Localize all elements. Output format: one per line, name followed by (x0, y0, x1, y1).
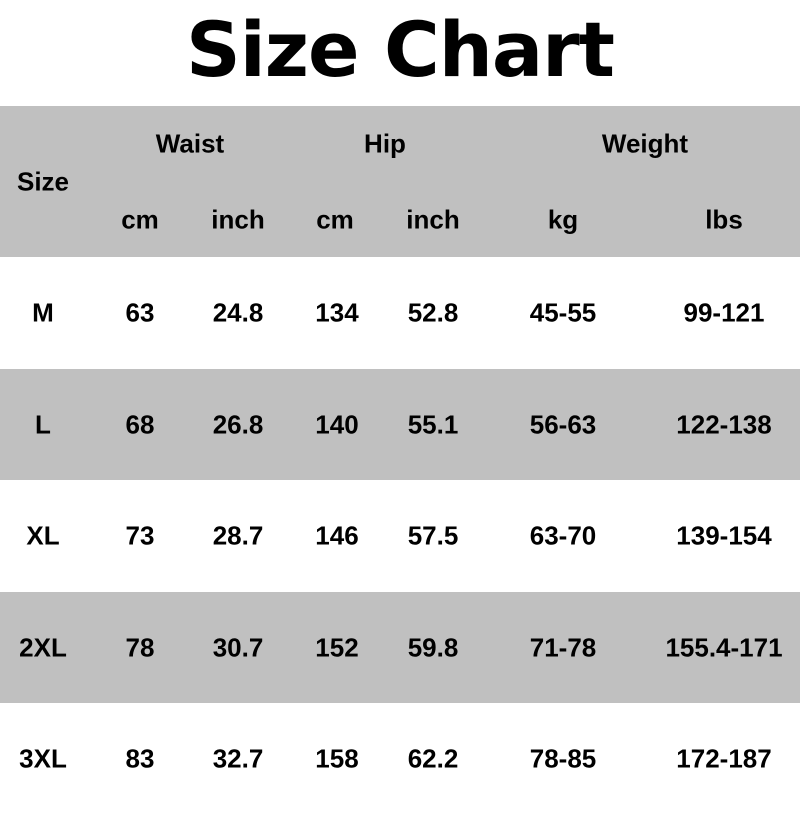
cell-size: M (32, 297, 54, 328)
cell-waist-cm: 68 (125, 409, 155, 440)
cell-waist-inch: 26.8 (212, 409, 264, 440)
cell-weight-lbs: 122-138 (676, 409, 772, 440)
cell-waist-inch: 32.7 (212, 743, 264, 774)
header-size: Size (16, 166, 70, 197)
table-header: Size Waist Hip Weight cm inch cm inch kg… (0, 106, 800, 257)
header-weight-kg: kg (547, 204, 579, 235)
cell-hip-inch: 57.5 (407, 520, 459, 551)
table-row: 2XL 78 30.7 152 59.8 71-78 155.4-171 (0, 591, 800, 704)
header-waist-cm: cm (121, 204, 159, 235)
header-waist-inch: inch (211, 204, 265, 235)
cell-weight-kg: 63-70 (529, 520, 597, 551)
cell-hip-inch: 52.8 (407, 297, 459, 328)
header-weight-lbs: lbs (705, 204, 743, 235)
cell-waist-inch: 24.8 (212, 297, 264, 328)
cell-waist-inch: 28.7 (212, 520, 264, 551)
cell-size: 3XL (19, 743, 67, 774)
cell-waist-inch: 30.7 (212, 632, 264, 663)
cell-hip-cm: 140 (315, 409, 359, 440)
table-row: 3XL 83 32.7 158 62.2 78-85 172-187 (0, 703, 800, 815)
cell-weight-kg: 78-85 (529, 743, 597, 774)
table-row: XL 73 28.7 146 57.5 63-70 139-154 (0, 480, 800, 592)
cell-hip-inch: 55.1 (407, 409, 459, 440)
cell-weight-kg: 71-78 (529, 632, 597, 663)
cell-hip-cm: 152 (315, 632, 359, 663)
cell-waist-cm: 63 (125, 297, 155, 328)
cell-weight-kg: 56-63 (529, 409, 597, 440)
header-waist: Waist (155, 128, 225, 159)
cell-hip-inch: 59.8 (407, 632, 459, 663)
cell-weight-kg: 45-55 (529, 297, 597, 328)
cell-weight-lbs: 139-154 (676, 520, 772, 551)
cell-hip-cm: 134 (315, 297, 359, 328)
cell-hip-cm: 158 (315, 743, 359, 774)
cell-weight-lbs: 155.4-171 (665, 632, 783, 663)
cell-weight-lbs: 172-187 (676, 743, 772, 774)
header-hip-inch: inch (406, 204, 460, 235)
cell-hip-cm: 146 (315, 520, 359, 551)
cell-size: L (35, 409, 51, 440)
header-hip-cm: cm (316, 204, 354, 235)
table-row: L 68 26.8 140 55.1 56-63 122-138 (0, 368, 800, 481)
cell-hip-inch: 62.2 (407, 743, 459, 774)
table-row: M 63 24.8 134 52.8 45-55 99-121 (0, 257, 800, 369)
cell-size: XL (26, 520, 60, 551)
cell-waist-cm: 73 (125, 520, 155, 551)
cell-size: 2XL (19, 632, 67, 663)
cell-waist-cm: 83 (125, 743, 155, 774)
cell-weight-lbs: 99-121 (683, 297, 765, 328)
page-title: Size Chart (185, 5, 615, 94)
header-hip: Hip (364, 128, 406, 159)
cell-waist-cm: 78 (125, 632, 155, 663)
header-weight: Weight (601, 128, 689, 159)
